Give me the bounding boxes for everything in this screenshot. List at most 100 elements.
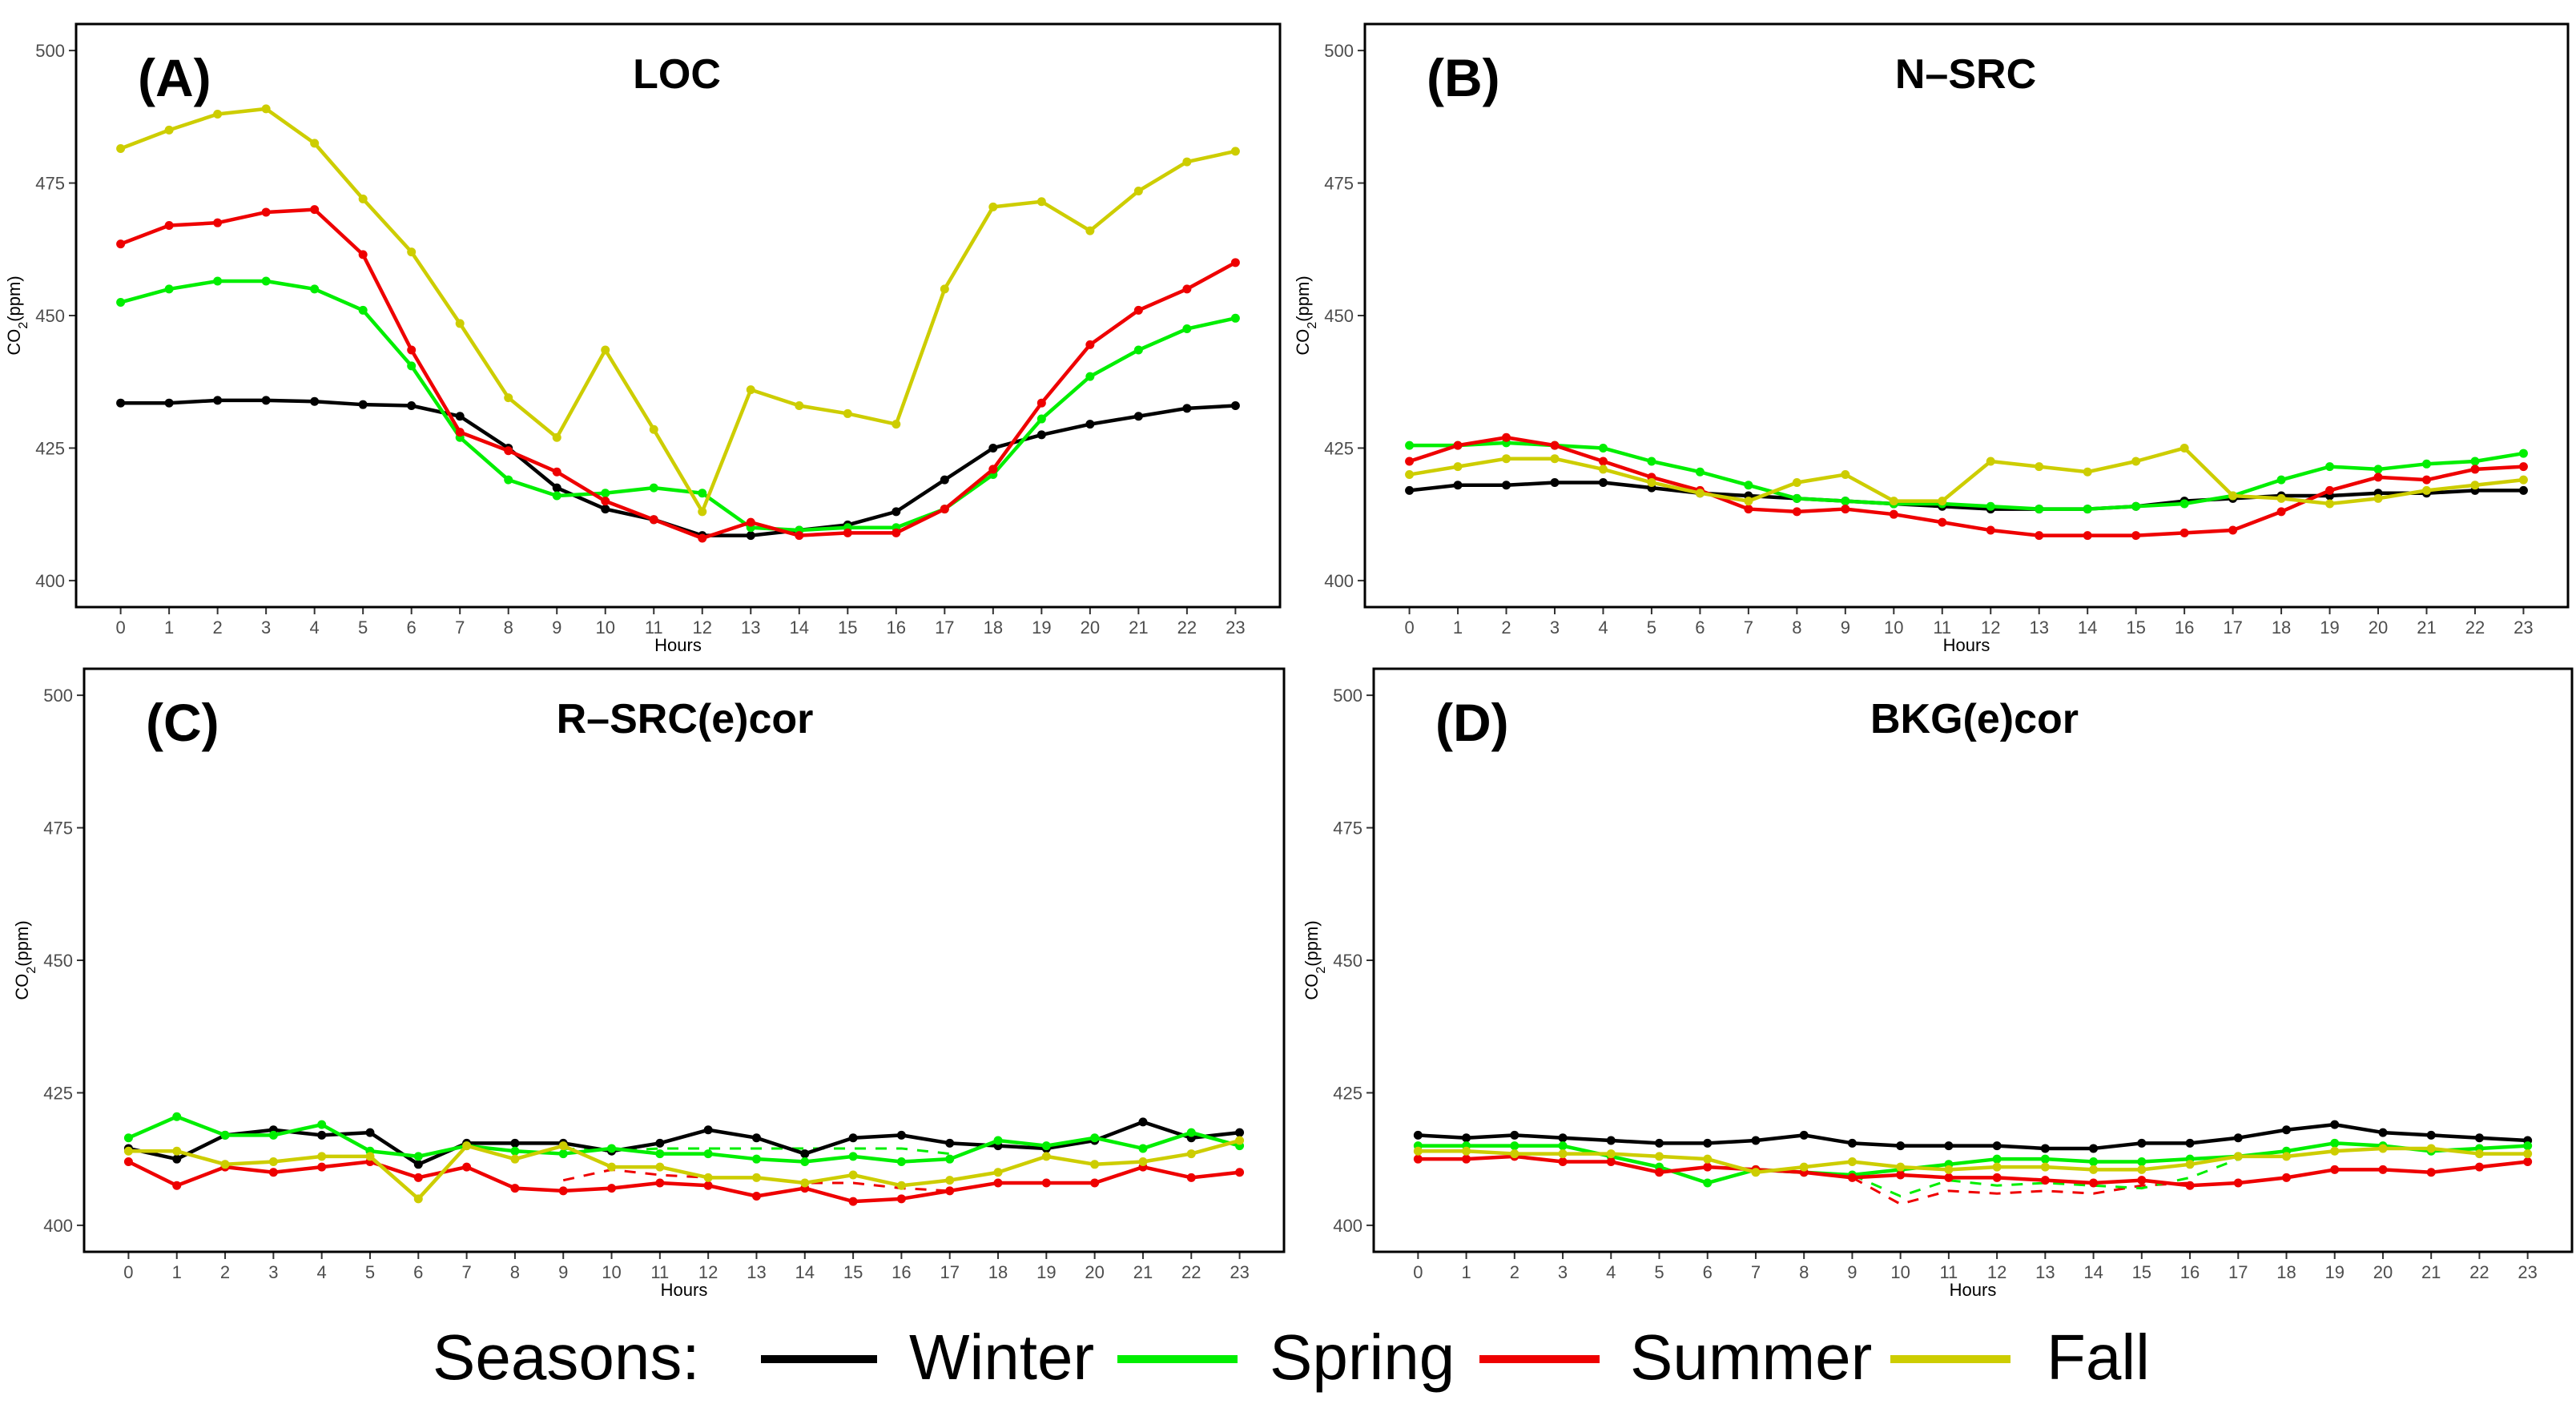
panel-a-xtick-label-14: 14 (790, 617, 809, 638)
panel-b-ytick-label-450: 450 (1324, 306, 1354, 326)
panel-c-fall-point-23 (1235, 1136, 1245, 1145)
panel-b-summer-point-17 (2228, 525, 2238, 535)
panel-a-winter-point-2 (213, 396, 223, 405)
panel-a-fall-point-22 (1182, 157, 1192, 167)
panel-c-xtick-label-18: 18 (988, 1262, 1008, 1282)
panel-a-winter-point-21 (1133, 412, 1143, 421)
panel-d-xtick-label-6: 6 (1703, 1262, 1713, 1282)
panel-c-ytick-label-400: 400 (43, 1216, 73, 1236)
panel-c-spring-point-13 (751, 1154, 761, 1164)
panel-a-fall-point-14 (795, 401, 804, 411)
panel-a-fall-point-20 (1085, 226, 1095, 235)
panel-d-fall-point-15 (2137, 1165, 2147, 1174)
panel-c-winter-point-14 (800, 1149, 810, 1159)
panel-c-summer-point-23 (1235, 1168, 1245, 1177)
panel-b-ytick-label-475: 475 (1324, 174, 1354, 194)
panel-a-fall-line (119, 107, 1236, 514)
panel-c-spring-point-4 (317, 1120, 327, 1129)
panel-c-fall-point-16 (896, 1181, 906, 1190)
panel-b-letter: (B) (1427, 48, 1500, 107)
panel-b-fall-point-11 (1938, 497, 1947, 506)
panel-a-xtick-label-1: 1 (164, 617, 174, 638)
panel-d-xtick-label-16: 16 (2180, 1262, 2200, 1282)
panel-c-fall-line (128, 1138, 1241, 1201)
legend-title: Seasons: (433, 1321, 700, 1393)
panel-b-spring-point-5 (1647, 457, 1656, 466)
panel-c-winter-point-4 (317, 1130, 327, 1140)
panel-a-fall-point-8 (504, 393, 513, 403)
panel-b-spring-point-13 (2035, 505, 2044, 514)
panel-a-summer-point-16 (892, 528, 901, 537)
panel-d-winter-point-14 (2089, 1144, 2099, 1153)
panel-b-fall-point-23 (2518, 475, 2528, 485)
panel-c-summer-point-22 (1186, 1173, 1196, 1182)
panel-b-fall-point-7 (1744, 497, 1753, 506)
panel-a-spring-point-20 (1085, 372, 1095, 381)
panel-a-winter-point-1 (164, 398, 174, 408)
panel-b-spring-point-6 (1695, 467, 1705, 477)
panel-c-series-spring (123, 1112, 1245, 1166)
panel-c-summer-point-16 (896, 1194, 906, 1204)
panel-b-summer-point-2 (1502, 432, 1511, 442)
panel-b-summer-point-16 (2180, 528, 2189, 537)
panel-a-xtick-label-13: 13 (741, 617, 760, 638)
panel-d-fall-point-16 (2185, 1160, 2195, 1169)
panel-a-xlabel: Hours (654, 635, 702, 655)
panel-c-summer-point-12 (703, 1181, 713, 1190)
panel-b-xtick-label-10: 10 (1884, 617, 1903, 638)
panel-c-spring-point-12 (703, 1149, 713, 1159)
panel-a-fall-point-13 (746, 385, 755, 395)
panel-b-fall-point-15 (2131, 457, 2141, 466)
panel-b-fall-point-4 (1598, 465, 1608, 474)
panel-d-winter-point-22 (2474, 1133, 2484, 1143)
panel-b-fall-point-3 (1550, 454, 1560, 464)
panel-c-spring-point-8 (510, 1146, 520, 1156)
panel-a-fall-point-0 (116, 144, 126, 154)
panel-b-summer-point-3 (1550, 440, 1560, 450)
panel-c-xtick-label-3: 3 (268, 1262, 278, 1282)
panel-c-fall-point-17 (945, 1176, 955, 1185)
panel-a-summer-point-12 (698, 533, 707, 543)
panel-c-xtick-label-15: 15 (843, 1262, 863, 1282)
panel-a-spring-point-6 (407, 361, 417, 371)
panel-c-xtick-label-20: 20 (1085, 1262, 1104, 1282)
panel-d-spring-point-2 (1510, 1141, 1519, 1151)
panel-c-summer-point-13 (751, 1192, 761, 1201)
panel-a-winter-point-19 (1036, 430, 1046, 440)
panel-b-xtick-label-8: 8 (1792, 617, 1801, 638)
panel-d-xtick-label-19: 19 (2324, 1262, 2344, 1282)
panel-a-fall-point-9 (552, 432, 561, 442)
panel-b-fall-line (1409, 446, 2524, 506)
panel-c-spring-point-6 (413, 1152, 423, 1161)
panel-c-winter-point-16 (896, 1130, 906, 1140)
panel-c-summer-point-7 (462, 1162, 472, 1172)
panel-b-fall-point-0 (1405, 470, 1415, 480)
panel-b-fall-point-21 (2421, 485, 2431, 495)
panel-b-fall-point-8 (1792, 477, 1801, 487)
panel-d-series-fall (1413, 1144, 2533, 1177)
panel-c-winter-point-12 (703, 1125, 713, 1135)
panel-d-winter-point-0 (1413, 1130, 1423, 1140)
panel-c-summer-point-19 (1041, 1178, 1051, 1188)
panel-a-fall-point-4 (310, 139, 320, 148)
panel-a-summer-point-1 (164, 220, 174, 230)
panel-b-xtick-label-3: 3 (1550, 617, 1560, 638)
panel-c-xtick-label-5: 5 (365, 1262, 375, 1282)
panel-c-xtick-label-2: 2 (220, 1262, 230, 1282)
panel-d-xtick-label-9: 9 (1847, 1262, 1857, 1282)
panel-c-xtick-label-11: 11 (650, 1262, 669, 1282)
panel-a-summer-point-8 (504, 446, 513, 456)
panel-c-spring-point-17 (945, 1154, 955, 1164)
panel-a-summer-point-15 (843, 528, 852, 537)
panel-a-xtick-label-8: 8 (504, 617, 513, 638)
panel-a-fall-point-18 (988, 202, 998, 211)
panel-c-winter-point-6 (413, 1160, 423, 1169)
panel-b-fall-point-22 (2470, 481, 2480, 490)
panel-b-series-fall (1405, 443, 2528, 509)
panel-a-ylabel: CO2(ppm) (4, 276, 30, 355)
panel-d-ytick-label-450: 450 (1333, 951, 1362, 971)
panel-c-winter-line (127, 1120, 1240, 1167)
